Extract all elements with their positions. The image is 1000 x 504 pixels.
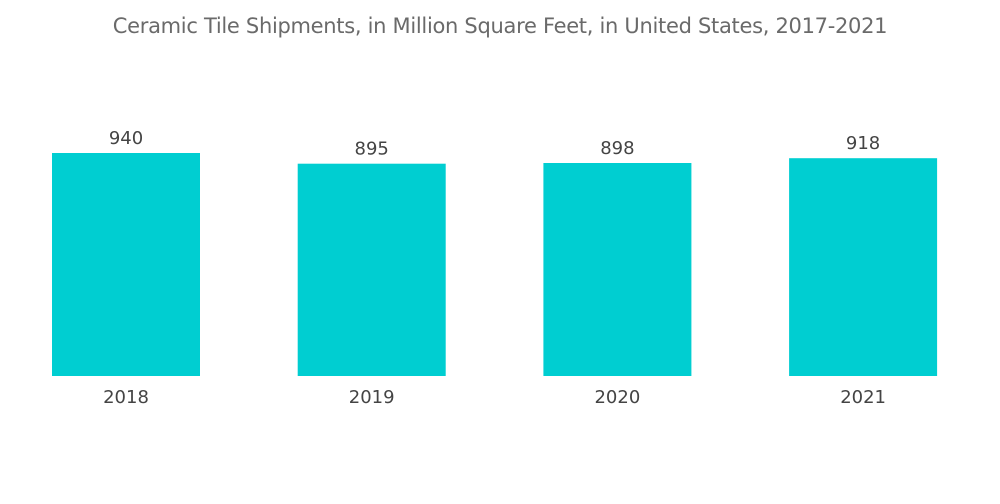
data-label-2021: 918 (846, 133, 880, 154)
bar-2018 (52, 153, 200, 376)
x-tick-label-2018: 2018 (103, 387, 149, 408)
bar-2019 (297, 163, 446, 376)
bar-2020 (543, 163, 692, 376)
data-label-2018: 940 (109, 128, 143, 149)
bar-2021 (789, 158, 938, 376)
data-label-2019: 895 (355, 139, 389, 160)
data-label-2020: 898 (600, 138, 634, 159)
x-tick-label-2019: 2019 (349, 387, 395, 408)
x-tick-label-2020: 2020 (594, 387, 640, 408)
chart-title: Ceramic Tile Shipments, in Million Squar… (112, 14, 888, 38)
x-tick-label-2021: 2021 (840, 387, 886, 408)
